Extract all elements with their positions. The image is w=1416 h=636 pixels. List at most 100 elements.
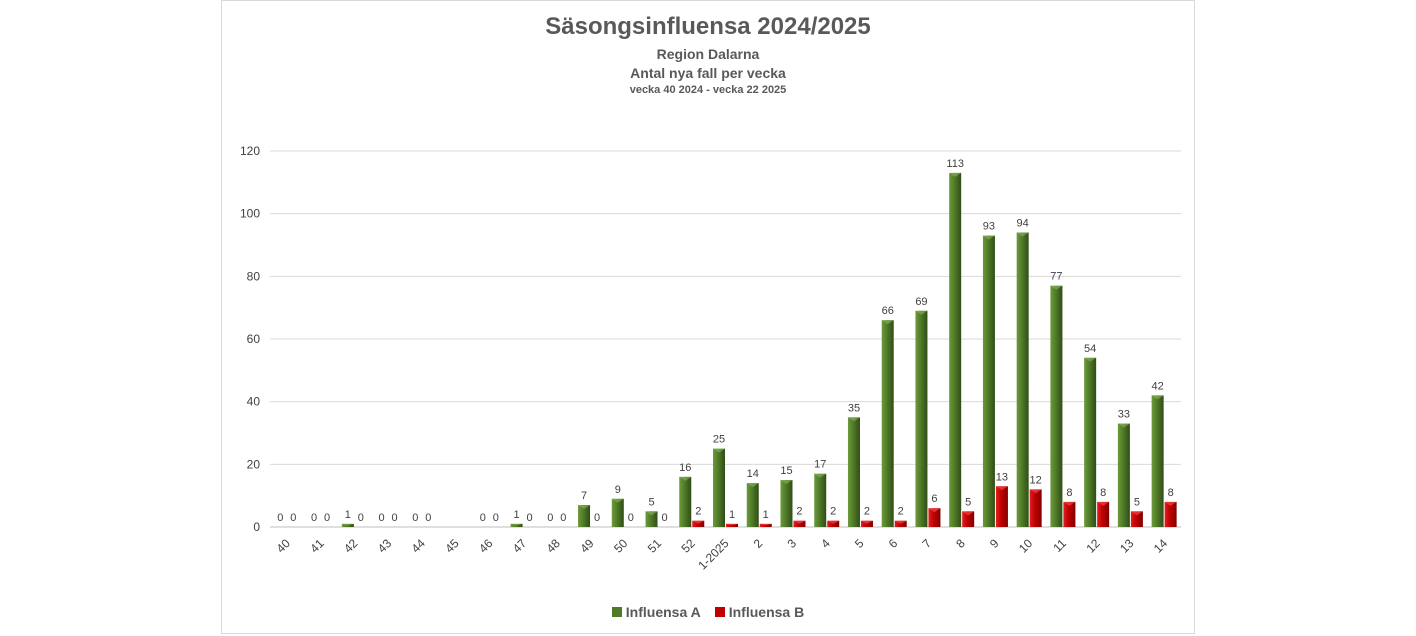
- data-label-influensa-b: 2: [695, 506, 701, 518]
- chart-subtitle-metric: Antal nya fall per vecka: [630, 65, 786, 81]
- y-tick-label: 0: [253, 520, 260, 534]
- bar-cap-influensa-a: [1050, 285, 1063, 290]
- bar-cap-influensa-a: [746, 483, 759, 488]
- data-label-influensa-a: 15: [780, 465, 792, 477]
- x-tick-label: 4: [818, 536, 833, 551]
- x-tick-label: 49: [577, 536, 597, 556]
- bar-influensa-b: [827, 520, 840, 527]
- bar-influensa-b: [692, 520, 705, 527]
- data-label-influensa-b: 8: [1100, 487, 1106, 499]
- bar-influensa-a: [1016, 232, 1029, 527]
- data-label-influensa-a: 1: [513, 509, 519, 521]
- x-tick-label: 7: [919, 536, 934, 551]
- bar-cap-influensa-b: [692, 520, 705, 524]
- data-label-influensa-a: 0: [480, 512, 486, 524]
- data-label-influensa-a: 0: [379, 512, 385, 524]
- bar-cap-influensa-a: [847, 417, 860, 422]
- bar-cap-influensa-b: [995, 486, 1008, 491]
- bar-influensa-a: [881, 320, 894, 527]
- legend-label-influensa-a: Influensa A: [625, 604, 701, 620]
- bar-influensa-b: [1029, 489, 1042, 527]
- bar-influensa-b: [793, 520, 806, 527]
- data-label-influensa-b: 12: [1030, 474, 1042, 486]
- chart-frame: Säsongsinfluensa 2024/2025 Region Dalarn…: [221, 0, 1195, 634]
- data-label-influensa-b: 0: [358, 512, 364, 524]
- data-label-influensa-a: 93: [983, 221, 995, 233]
- chart-subtitle-period: vecka 40 2024 - vecka 22 2025: [629, 84, 787, 96]
- data-label-influensa-b: 1: [763, 509, 769, 521]
- bar-cap-influensa-a: [814, 473, 827, 478]
- chart-subtitle-region: Region Dalarna: [656, 46, 760, 62]
- data-label-influensa-a: 94: [1017, 217, 1029, 229]
- bar-influensa-a: [1151, 395, 1164, 527]
- x-tick-label: 12: [1083, 536, 1103, 556]
- bar-cap-influensa-b: [1063, 501, 1076, 506]
- y-tick-label: 60: [247, 332, 261, 346]
- y-tick-label: 40: [247, 395, 261, 409]
- bar-cap-influensa-a: [949, 172, 962, 177]
- legend-item-influensa-a: Influensa A: [611, 604, 701, 620]
- x-tick-label: 11: [1050, 536, 1069, 555]
- data-label-influensa-a: 0: [311, 512, 317, 524]
- bar-influensa-b: [995, 486, 1008, 527]
- bar-cap-influensa-a: [679, 476, 692, 481]
- data-label-influensa-a: 16: [679, 462, 691, 474]
- data-label-influensa-a: 5: [648, 496, 654, 508]
- x-tick-label: 47: [510, 536, 530, 556]
- data-label-influensa-a: 66: [882, 305, 894, 317]
- data-label-influensa-b: 0: [493, 512, 499, 524]
- bar-cap-influensa-a: [982, 235, 995, 240]
- data-label-influensa-b: 0: [324, 512, 330, 524]
- chart-legend: Influensa A Influensa B: [0, 604, 1416, 620]
- data-label-influensa-a: 0: [412, 512, 418, 524]
- bar-cap-influensa-a: [1084, 357, 1097, 362]
- bar-influensa-a: [915, 310, 928, 527]
- data-label-influensa-a: 42: [1152, 380, 1164, 392]
- bar-cap-influensa-a: [915, 310, 928, 315]
- x-tick-label: 52: [679, 536, 699, 556]
- y-tick-label: 100: [240, 207, 260, 221]
- data-label-influensa-a: 33: [1118, 409, 1130, 421]
- bar-cap-influensa-b: [1029, 489, 1042, 494]
- x-tick-label: 14: [1151, 536, 1171, 556]
- bar-influensa-a: [982, 235, 995, 527]
- x-tick-label: 44: [409, 536, 429, 556]
- x-tick-label: 8: [953, 536, 968, 551]
- data-label-influensa-b: 2: [796, 506, 802, 518]
- data-label-influensa-a: 0: [277, 512, 283, 524]
- bar-cap-influensa-a: [611, 498, 624, 503]
- bar-cap-influensa-b: [793, 520, 806, 524]
- x-tick-label: 46: [476, 536, 496, 556]
- x-tick-label: 48: [544, 536, 564, 556]
- data-label-influensa-b: 13: [996, 471, 1008, 483]
- data-label-influensa-a: 77: [1050, 271, 1062, 283]
- bar-influensa-a: [949, 172, 962, 527]
- bar-cap-influensa-a: [341, 523, 354, 526]
- data-label-influensa-a: 69: [915, 296, 927, 308]
- legend-swatch-influensa-b: [714, 607, 725, 617]
- x-tick-label: 41: [307, 536, 327, 556]
- bar-influensa-b: [1097, 501, 1110, 527]
- bar-cap-influensa-a: [1151, 395, 1164, 400]
- bar-cap-influensa-a: [510, 523, 523, 526]
- bar-influensa-a: [645, 511, 658, 527]
- x-tick-label: 13: [1117, 536, 1137, 556]
- data-label-influensa-b: 8: [1066, 487, 1072, 499]
- bar-influensa-b: [1164, 501, 1177, 527]
- bar-influensa-b: [962, 511, 975, 527]
- x-tick-label: 10: [1016, 536, 1036, 556]
- x-tick-label: 42: [341, 536, 361, 556]
- data-label-influensa-a: 35: [848, 402, 860, 414]
- x-tick-label: 2: [751, 536, 766, 551]
- y-tick-label: 20: [247, 457, 261, 471]
- data-label-influensa-b: 0: [628, 512, 634, 524]
- x-tick-label: 5: [852, 536, 867, 551]
- x-tick-label: 40: [274, 536, 294, 556]
- x-tick-label: 9: [987, 536, 1002, 551]
- data-label-influensa-b: 0: [425, 512, 431, 524]
- bar-influensa-b: [860, 520, 873, 527]
- bar-influensa-a: [780, 480, 793, 527]
- bar-influensa-a: [679, 476, 692, 527]
- legend-label-influensa-b: Influensa B: [728, 604, 805, 620]
